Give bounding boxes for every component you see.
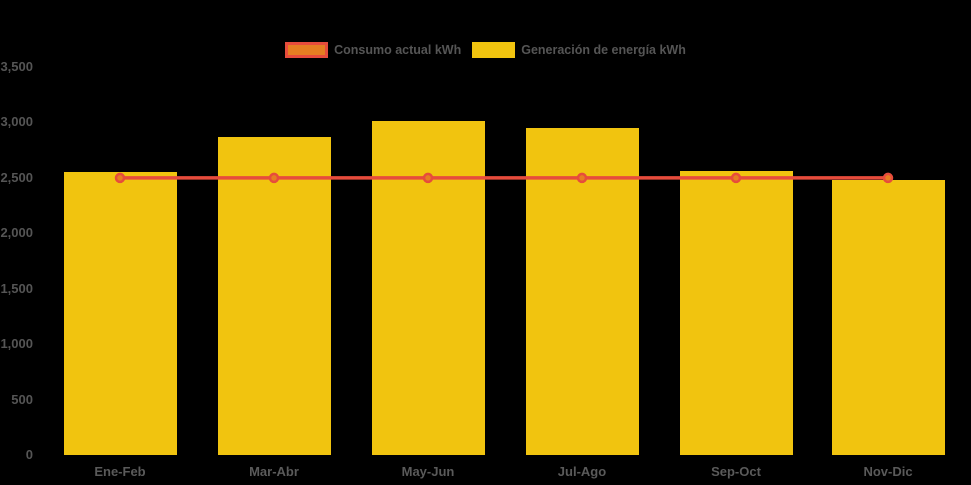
y-axis-tick-label: 500 xyxy=(11,392,33,407)
y-axis-tick-label: 2,500 xyxy=(0,170,33,185)
legend-swatch-generacion xyxy=(472,42,516,58)
bar-may-jun[interactable] xyxy=(372,121,485,455)
y-axis-tick-label: 1,500 xyxy=(0,281,33,296)
bar-mar-abr[interactable] xyxy=(218,137,331,455)
x-axis-label-jul-ago: Jul-Ago xyxy=(557,464,607,479)
bar-sep-oct[interactable] xyxy=(680,171,793,455)
legend-item-generacion[interactable]: Generación de energía kWh xyxy=(472,42,686,58)
bar-nov-dic[interactable] xyxy=(832,180,945,455)
x-axis-label-sep-oct: Sep-Oct xyxy=(711,464,761,479)
y-axis-tick-label: 3,500 xyxy=(0,59,33,74)
x-axis-label-mar-abr: Mar-Abr xyxy=(249,464,299,479)
legend-swatch-consumo xyxy=(285,42,329,58)
legend-label: Consumo actual kWh xyxy=(334,43,462,57)
y-axis-tick-label: 2,000 xyxy=(0,225,33,240)
chart-legend: Consumo actual kWh Generación de energía … xyxy=(0,42,971,58)
bar-jul-ago[interactable] xyxy=(526,128,639,455)
bar-ene-feb[interactable] xyxy=(64,172,177,455)
x-axis-label-ene-feb: Ene-Feb xyxy=(94,464,146,479)
x-axis-label-may-jun: May-Jun xyxy=(401,464,455,479)
y-axis-tick-label: 0 xyxy=(25,447,33,462)
legend-item-consumo[interactable]: Consumo actual kWh xyxy=(285,42,461,58)
y-axis-tick-label: 1,000 xyxy=(0,336,33,351)
legend-label: Generación de energía kWh xyxy=(521,43,686,57)
x-axis-label-nov-dic: Nov-Dic xyxy=(863,464,913,479)
y-axis-tick-label: 3,000 xyxy=(0,114,33,129)
